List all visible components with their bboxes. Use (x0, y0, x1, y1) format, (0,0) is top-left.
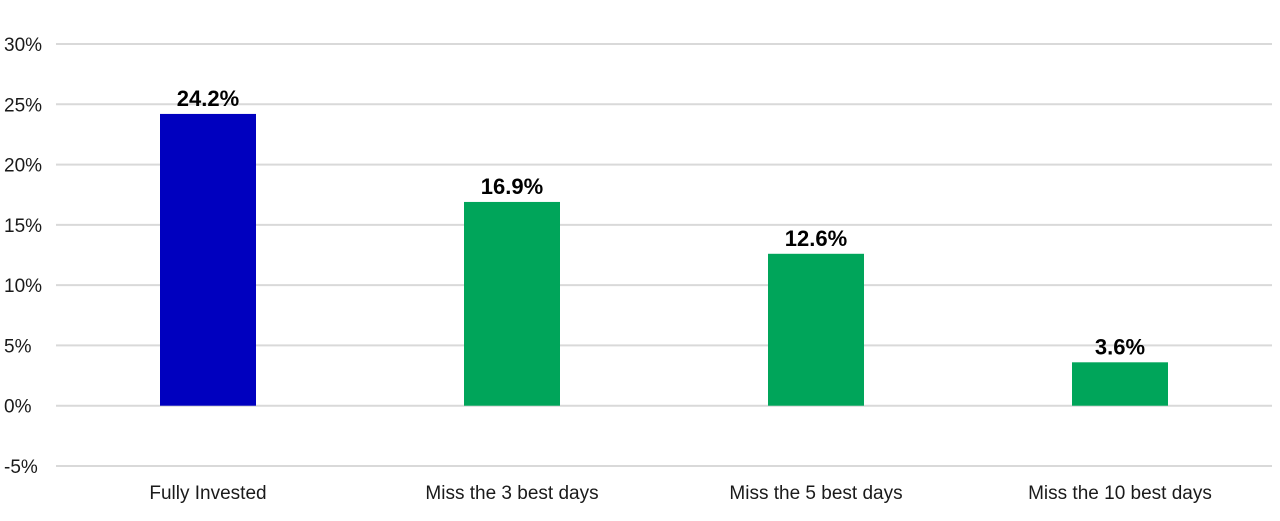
y-tick-label: 15% (4, 216, 42, 237)
y-tick-label: 0% (4, 397, 32, 418)
bar-value-label: 12.6% (785, 226, 847, 251)
bar-value-label: 3.6% (1095, 334, 1145, 359)
x-category-label: Miss the 3 best days (425, 483, 598, 504)
y-tick-label: 30% (4, 35, 42, 56)
y-axis-ticks: 30% 25% 20% 15% 10% 5% 0% -5% (4, 35, 42, 478)
y-tick-label: 10% (4, 276, 42, 297)
x-axis-categories: Fully Invested Miss the 3 best days Miss t… (149, 483, 1212, 504)
x-category-label: Miss the 5 best days (729, 483, 902, 504)
bar (768, 253, 864, 406)
x-category-label: Fully Invested (149, 483, 266, 504)
bar (160, 113, 256, 406)
data-labels: 24.2% 16.9% 12.6% 3.6% (177, 86, 1145, 359)
bar-value-label: 24.2% (177, 86, 239, 111)
bar-value-label: 16.9% (481, 174, 543, 199)
y-tick-label: 20% (4, 156, 42, 177)
bars (160, 113, 1168, 406)
bar (1072, 362, 1168, 406)
bar (464, 201, 560, 406)
y-tick-label: -5% (4, 457, 38, 478)
gridlines (56, 43, 1272, 467)
y-tick-label: 25% (4, 95, 42, 116)
x-category-label: Miss the 10 best days (1028, 483, 1212, 504)
y-tick-label: 5% (4, 336, 32, 357)
